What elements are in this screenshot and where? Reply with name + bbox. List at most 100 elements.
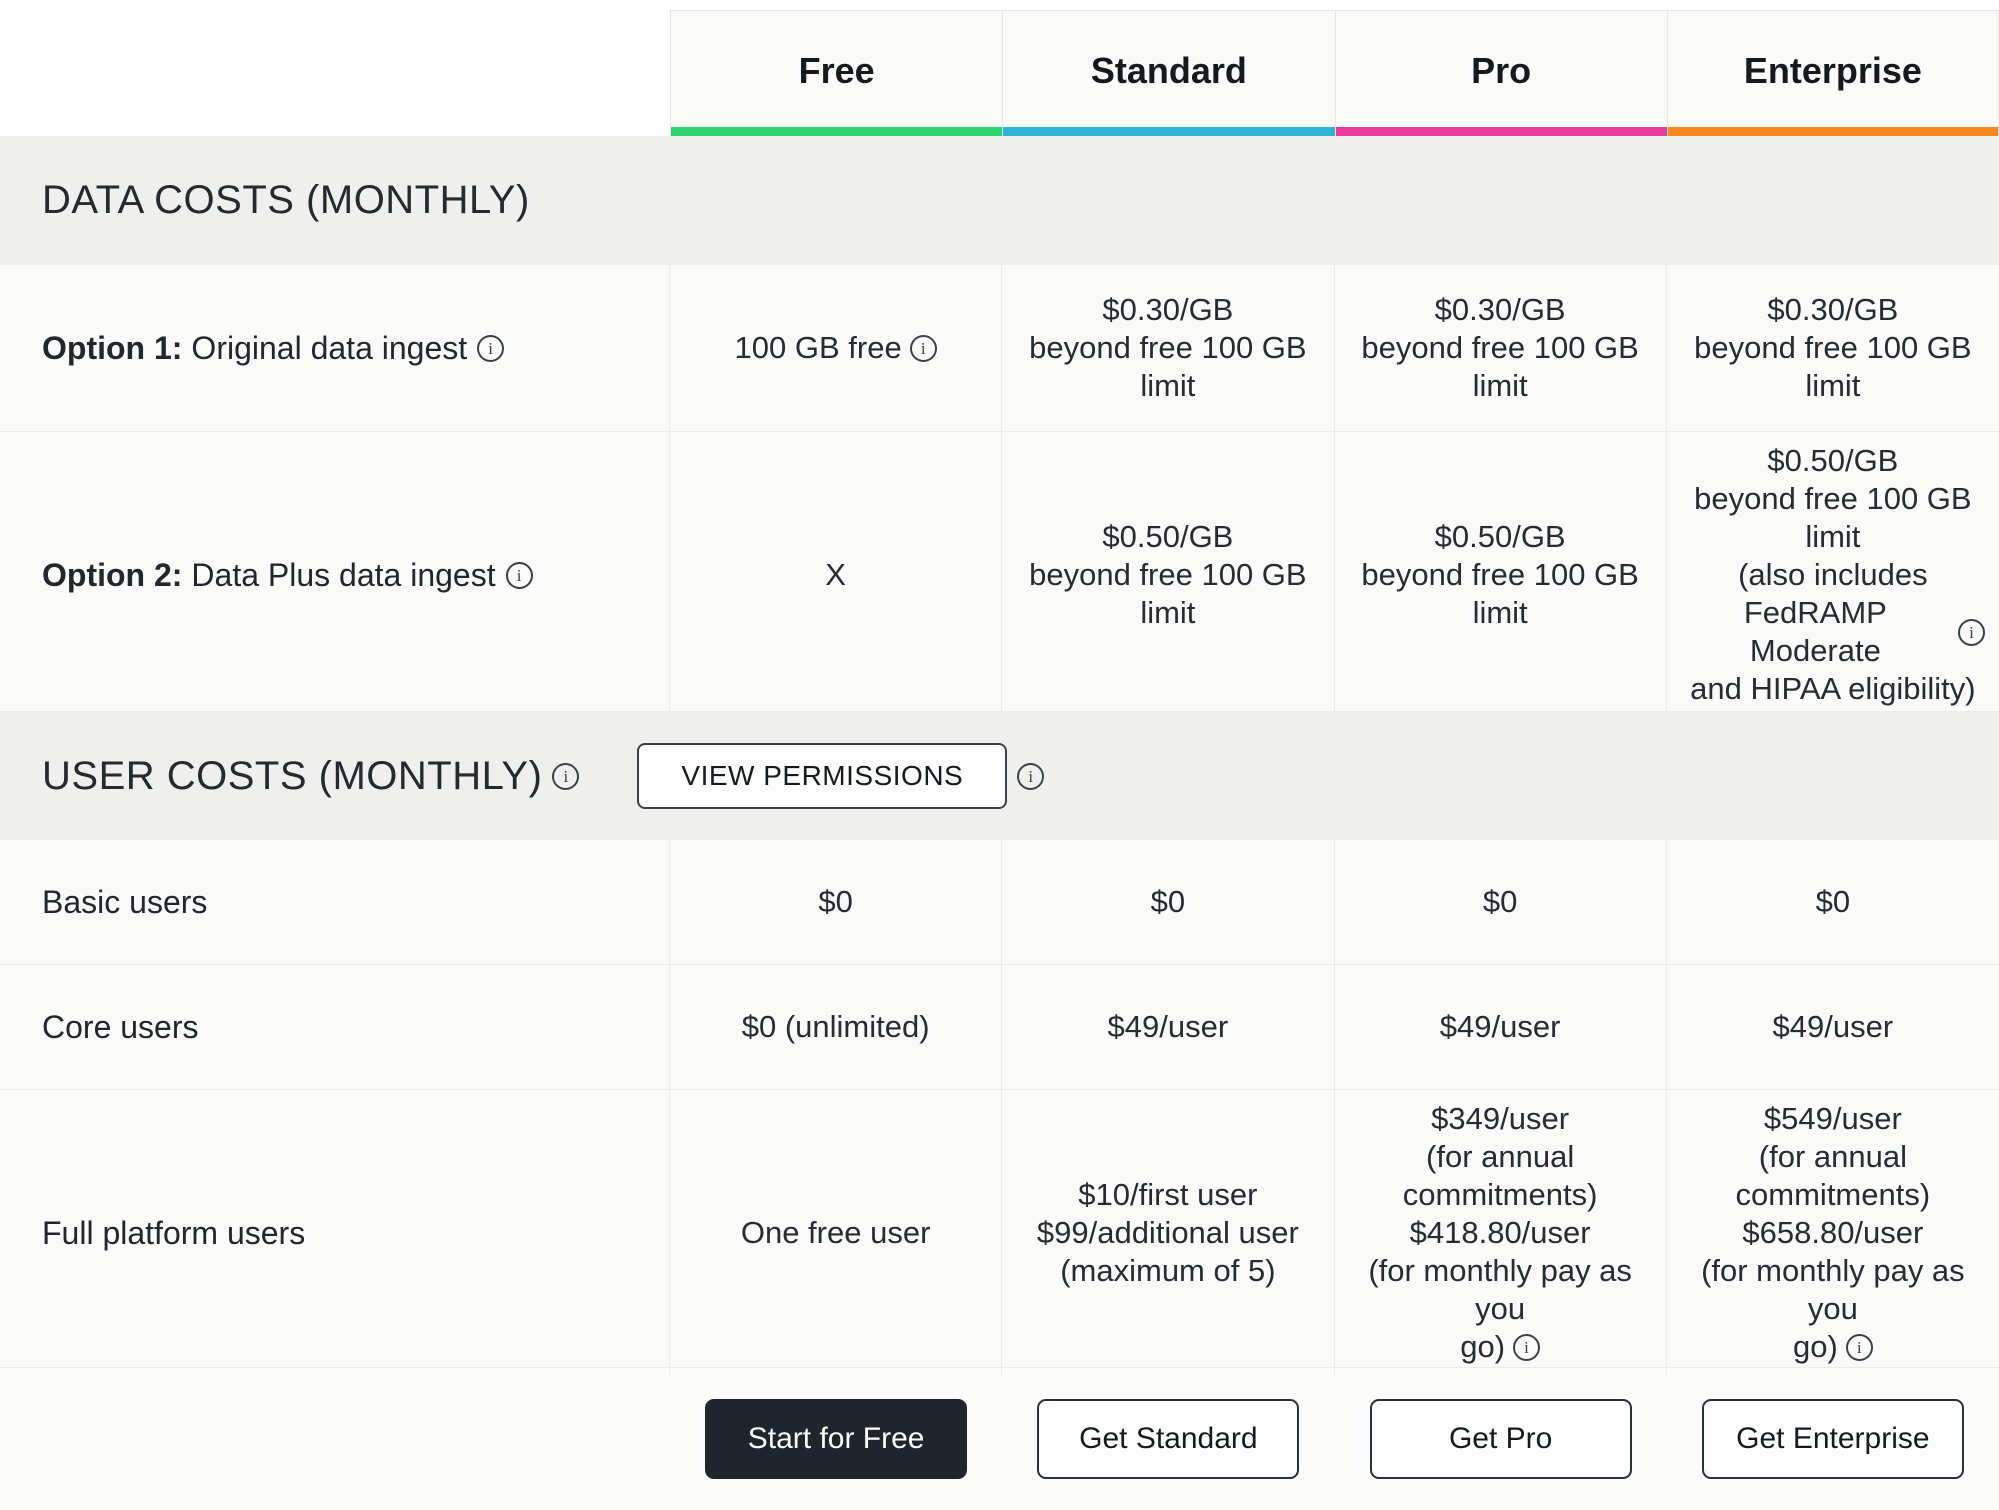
row-label-text: Core users xyxy=(42,1008,199,1045)
cell-text-line: $0.50/GB xyxy=(1434,519,1566,554)
cell-pro: $0 xyxy=(1335,840,1667,964)
cta-cell-pro: Get Pro xyxy=(1335,1368,1667,1510)
plan-name: Enterprise xyxy=(1743,49,1922,91)
cta-row: Start for Free Get Standard Get Pro Get … xyxy=(0,1368,1999,1510)
info-icon[interactable]: i xyxy=(552,762,580,790)
info-icon[interactable]: i xyxy=(505,561,533,589)
cell-text-line: FedRAMP Moderate i xyxy=(1681,594,1985,670)
view-permissions-button[interactable]: VIEW PERMISSIONS xyxy=(637,743,1008,809)
plan-header-enterprise: Enterprise xyxy=(1666,10,1999,136)
cell-text-line: $658.80/user xyxy=(1742,1215,1924,1250)
cell-pro: $0.30/GB beyond free 100 GB limit xyxy=(1335,265,1667,431)
cell-text-line: limit xyxy=(1805,368,1861,403)
cell-free: 100 GB free i xyxy=(670,265,1003,431)
cell-text-line: 100 GB free i xyxy=(735,329,937,367)
cell-text-line: $0.30/GB xyxy=(1434,292,1566,327)
cell-text-line: $10/first user xyxy=(1078,1177,1258,1212)
table-row-basic-users: Basic users $0 $0 $0 $0 xyxy=(0,840,1999,965)
section-band-user-costs: USER COSTS (MONTHLY) i VIEW PERMISSIONS … xyxy=(0,712,1999,840)
info-icon[interactable]: i xyxy=(1017,762,1045,790)
cell-pro: $49/user xyxy=(1335,965,1667,1089)
cell-text-line: limit xyxy=(1140,595,1196,630)
cell-text-line: $349/user xyxy=(1431,1101,1570,1136)
cell-standard: $0 xyxy=(1002,840,1335,964)
cta-spacer xyxy=(0,1368,670,1510)
cell-text-line: beyond free 100 GB xyxy=(1694,481,1972,516)
cell-enterprise: $0.50/GB beyond free 100 GB limit (also inc… xyxy=(1667,432,1999,718)
cell-text-line: One free user xyxy=(740,1215,931,1250)
plan-accent-bar xyxy=(1003,127,1335,136)
cta-cell-enterprise: Get Enterprise xyxy=(1667,1368,1999,1510)
cell-standard: $49/user xyxy=(1002,965,1335,1089)
get-enterprise-button[interactable]: Get Enterprise xyxy=(1701,1399,1964,1479)
cell-text-line: (for annual xyxy=(1758,1139,1907,1174)
cell-free: One free user xyxy=(670,1090,1003,1376)
cell-enterprise: $0.30/GB beyond free 100 GB limit xyxy=(1667,265,1999,431)
row-label-bold: Option 1: xyxy=(42,329,183,366)
section-title: USER COSTS (MONTHLY) xyxy=(42,753,543,798)
cell-standard: $0.50/GB beyond free 100 GB limit xyxy=(1002,432,1335,718)
cell-text-line: $99/additional user xyxy=(1036,1215,1299,1250)
cell-text-line: commitments) xyxy=(1402,1177,1598,1212)
cell-text-line: limit xyxy=(1472,595,1528,630)
cell-text-line: beyond free 100 GB xyxy=(1029,557,1307,592)
plan-name: Free xyxy=(798,49,875,91)
start-for-free-button[interactable]: Start for Free xyxy=(705,1399,968,1479)
get-standard-button[interactable]: Get Standard xyxy=(1037,1399,1300,1479)
plan-accent-bar xyxy=(671,127,1003,136)
info-icon[interactable]: i xyxy=(1958,618,1985,646)
row-label: Full platform users xyxy=(0,1090,670,1376)
cell-text-line: and HIPAA eligibility) xyxy=(1690,671,1976,706)
row-label-bold: Option 2: xyxy=(42,556,183,593)
cell-enterprise: $0 xyxy=(1667,840,1999,964)
cell-standard: $0.30/GB beyond free 100 GB limit xyxy=(1002,265,1335,431)
cell-text-line: $0 xyxy=(1482,884,1518,919)
plan-accent-bar xyxy=(1335,127,1667,136)
cell-text-line: (for annual xyxy=(1426,1139,1575,1174)
get-pro-button[interactable]: Get Pro xyxy=(1369,1399,1632,1479)
row-label-text: Original data ingest xyxy=(191,329,468,366)
cell-standard: $10/first user $99/additional user (maximu… xyxy=(1002,1090,1335,1376)
plan-name: Pro xyxy=(1471,49,1532,91)
plan-name: Standard xyxy=(1090,49,1247,91)
cell-text-line: beyond free 100 GB xyxy=(1694,330,1972,365)
cell-pro: $349/user (for annual commitments) $418.80/… xyxy=(1335,1090,1667,1376)
info-icon[interactable]: i xyxy=(909,334,937,362)
cell-free: $0 (unlimited) xyxy=(670,965,1003,1089)
cell-text-line: $0 xyxy=(1815,884,1851,919)
row-label: Option 1: Original data ingest i xyxy=(0,265,670,431)
cell-text-line: go) i xyxy=(1793,1328,1873,1366)
cell-text-line: $49/user xyxy=(1107,1009,1229,1044)
cta-cell-free: Start for Free xyxy=(670,1368,1002,1510)
cell-text-line: $549/user xyxy=(1763,1101,1902,1136)
section-title: DATA COSTS (MONTHLY) xyxy=(42,178,530,222)
header-spacer xyxy=(0,10,670,136)
cell-text-line: beyond free 100 GB xyxy=(1361,557,1639,592)
cell-text-line: limit xyxy=(1472,368,1528,403)
cell-text-line: $0 xyxy=(1150,884,1186,919)
cell-pro: $0.50/GB beyond free 100 GB limit xyxy=(1335,432,1667,718)
cell-text-line: (for monthly pay as you xyxy=(1368,1253,1632,1326)
cell-text-line: $0.30/GB xyxy=(1102,292,1234,327)
table-row-option-1: Option 1: Original data ingest i 100 GB … xyxy=(0,265,1999,432)
cell-text-line: commitments) xyxy=(1735,1177,1931,1212)
cell-text-line: X xyxy=(825,557,846,592)
cell-text-line: limit xyxy=(1140,368,1196,403)
table-row-full-platform-users: Full platform users One free user $10/fi… xyxy=(0,1090,1999,1376)
plan-header-free: Free xyxy=(670,10,1003,136)
row-label-text: Basic users xyxy=(42,883,208,920)
row-label-text: Full platform users xyxy=(42,1214,306,1251)
cell-text-line: limit xyxy=(1805,519,1861,554)
cta-cell-standard: Get Standard xyxy=(1002,1368,1334,1510)
plan-header-row: Free Standard Pro Enterprise xyxy=(0,10,1999,136)
info-icon[interactable]: i xyxy=(1513,1333,1541,1361)
info-icon[interactable]: i xyxy=(1845,1333,1873,1361)
section-band-data-costs: DATA COSTS (MONTHLY) xyxy=(0,136,1999,265)
cell-text-line: beyond free 100 GB xyxy=(1361,330,1639,365)
info-icon[interactable]: i xyxy=(477,334,505,362)
cell-text-line: $49/user xyxy=(1439,1009,1561,1044)
row-label: Core users xyxy=(0,965,670,1089)
cell-enterprise: $49/user xyxy=(1667,965,1999,1089)
cell-text-line: $0.50/GB xyxy=(1767,443,1899,478)
